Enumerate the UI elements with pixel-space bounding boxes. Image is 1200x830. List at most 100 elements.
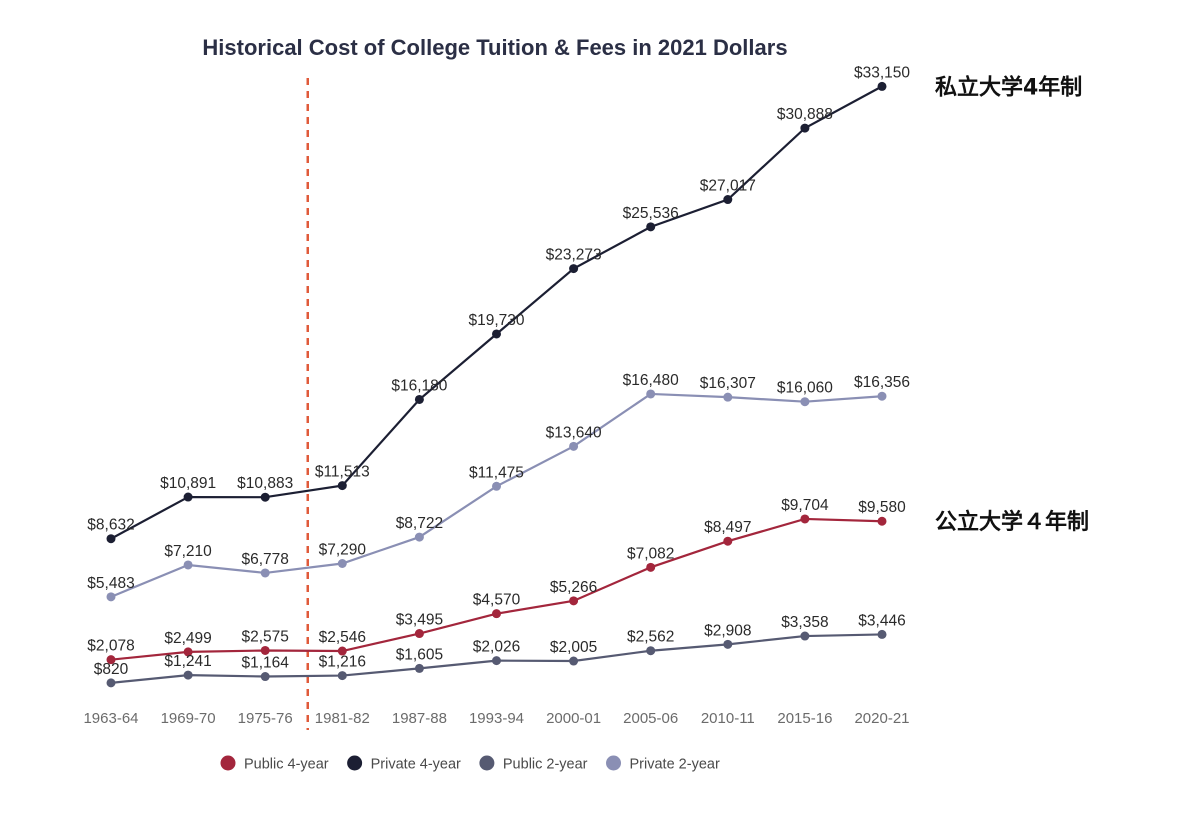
data-point-private-2-year	[337, 558, 347, 568]
data-point-private-4-year	[877, 81, 887, 91]
series-line-private-2-year	[110, 392, 883, 598]
data-label-public-4-year: $2,575	[241, 628, 288, 645]
data-point-private-4-year	[800, 123, 810, 133]
data-label-private-2-year: $16,060	[777, 380, 833, 397]
data-label-private-2-year: $11,475	[469, 464, 524, 481]
data-label-public-2-year: $2,026	[473, 639, 520, 656]
data-label-private-2-year: $5,483	[87, 575, 134, 592]
data-point-public-2-year	[337, 671, 347, 681]
data-label-public-4-year: $4,570	[473, 592, 521, 609]
data-label-private-4-year: $11,513	[315, 464, 370, 481]
x-tick-label: 1987-88	[392, 710, 447, 727]
data-label-public-4-year: $5,266	[550, 579, 597, 596]
data-label-private-4-year: $19,730	[468, 312, 524, 329]
data-label-private-2-year: $7,290	[319, 541, 367, 558]
data-point-public-2-year	[569, 656, 579, 666]
data-point-private-4-year	[106, 534, 116, 544]
data-point-private-4-year	[337, 481, 347, 491]
annotation-label: 公立大学４年制	[935, 509, 1089, 535]
x-tick-label: 1981-82	[315, 710, 370, 727]
legend: Public 4-year Private 4-year Public 2-year…	[220, 755, 720, 773]
data-label-public-4-year: $8,497	[704, 519, 751, 536]
data-label-private-2-year: $16,307	[700, 375, 756, 392]
data-point-private-2-year	[877, 391, 887, 401]
data-label-private-2-year: $6,778	[241, 551, 288, 568]
x-axis-ticks: 1963-64 1969-70 1975-76 1981-82 1987-88 1993-…	[83, 710, 909, 727]
data-label-public-2-year: $3,446	[858, 612, 905, 629]
data-label-public-2-year: $3,358	[781, 614, 828, 631]
x-tick-label: 2020-21	[854, 710, 909, 727]
data-point-public-4-year	[260, 645, 270, 655]
data-label-private-4-year: $10,883	[237, 475, 293, 492]
data-label-public-2-year: $1,164	[241, 655, 289, 672]
x-tick-label: 2010-11	[701, 710, 755, 727]
data-label-public-2-year: $2,562	[627, 629, 674, 646]
data-label-public-4-year: $2,546	[319, 629, 366, 646]
legend-marker	[220, 755, 236, 771]
data-point-public-2-year	[414, 663, 424, 673]
data-label-public-4-year: $3,495	[396, 612, 443, 629]
data-point-public-4-year	[337, 646, 347, 656]
data-point-public-2-year	[723, 639, 733, 649]
series-layer	[106, 81, 887, 688]
data-labels-layer: $2,078 $2,499 $2,575 $2,546 $3,495 $4,570 $5,2…	[87, 64, 910, 677]
x-tick-label: 1969-70	[161, 710, 216, 727]
data-point-private-4-year	[260, 492, 270, 502]
data-point-public-4-year	[106, 655, 116, 665]
data-label-private-2-year: $16,356	[854, 374, 910, 391]
annotation-label: 私立大学4年制	[935, 74, 1082, 100]
chart-title: Historical Cost of College Tuition & Fee…	[202, 35, 787, 60]
x-tick-label: 2000-01	[546, 710, 601, 727]
data-point-public-2-year	[183, 670, 193, 680]
data-point-public-4-year	[492, 609, 501, 619]
legend-label: Public 2-year	[503, 757, 588, 773]
data-point-private-2-year	[723, 392, 733, 402]
data-label-private-2-year: $8,722	[396, 515, 443, 532]
x-tick-label: 2015-16	[777, 710, 832, 727]
data-label-private-2-year: $13,640	[546, 424, 602, 441]
data-point-public-2-year	[106, 678, 116, 688]
data-label-private-4-year: $10,891	[160, 475, 216, 492]
data-point-private-4-year	[492, 329, 501, 339]
data-label-public-4-year: $7,082	[627, 545, 674, 562]
data-label-public-4-year: $2,078	[87, 638, 134, 655]
legend-marker	[606, 755, 622, 771]
data-label-private-4-year: $16,180	[391, 377, 447, 394]
data-point-private-2-year	[492, 481, 501, 491]
data-point-private-2-year	[183, 560, 193, 570]
data-point-private-4-year	[723, 195, 733, 205]
legend-label: Private 2-year	[630, 757, 720, 773]
data-point-public-4-year	[183, 647, 193, 657]
data-point-private-2-year	[414, 532, 424, 542]
data-point-public-4-year	[723, 536, 733, 546]
data-label-private-4-year: $25,536	[623, 205, 679, 222]
data-point-private-4-year	[646, 222, 656, 232]
data-label-public-4-year: $2,499	[164, 630, 211, 647]
data-label-public-2-year: $2,005	[550, 639, 597, 656]
data-point-private-4-year	[183, 492, 193, 502]
legend-label: Private 4-year	[371, 757, 461, 773]
data-label-public-2-year: $1,216	[319, 654, 366, 671]
data-point-public-4-year	[800, 514, 810, 524]
data-point-private-2-year	[646, 389, 656, 399]
legend-marker	[347, 755, 363, 771]
data-point-public-4-year	[877, 516, 887, 526]
data-label-private-4-year: $27,017	[700, 178, 756, 195]
x-tick-label: 1975-76	[238, 710, 293, 727]
x-tick-label: 1963-64	[83, 710, 138, 727]
x-tick-label: 2005-06	[623, 710, 678, 727]
data-label-private-2-year: $16,480	[623, 372, 679, 389]
data-label-private-2-year: $7,210	[164, 543, 212, 560]
data-label-public-2-year: $1,605	[396, 646, 443, 663]
x-tick-label: 1993-94	[469, 710, 524, 727]
data-point-private-2-year	[800, 397, 810, 407]
data-label-public-4-year: $9,704	[781, 497, 829, 514]
data-point-public-4-year	[414, 629, 424, 639]
data-point-private-2-year	[106, 592, 116, 602]
data-point-private-4-year	[569, 264, 579, 274]
data-point-public-2-year	[800, 631, 810, 641]
data-point-private-4-year	[414, 394, 424, 404]
data-label-private-4-year: $8,632	[87, 517, 134, 534]
